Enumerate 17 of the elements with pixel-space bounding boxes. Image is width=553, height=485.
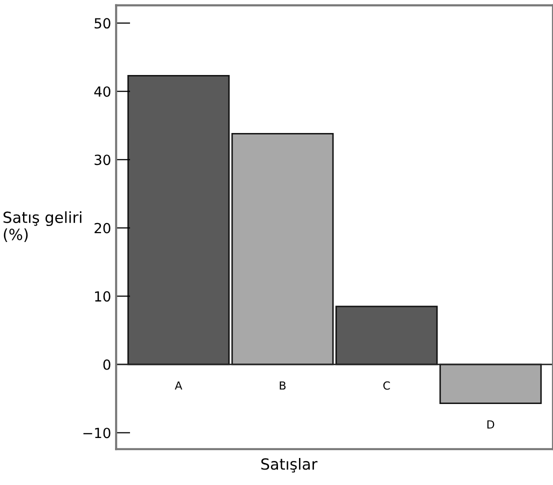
y-tick-label: 50 [94, 18, 110, 29]
x-tick-label: A [174, 381, 182, 390]
bar [231, 132, 334, 366]
x-axis-title: Satışlar [261, 458, 318, 473]
y-axis-title: Satış geliri (%) [4, 211, 82, 242]
y-tick-label: 0 [103, 359, 110, 370]
x-tick-label: D [487, 420, 494, 428]
y-tick-label: 20 [94, 222, 110, 234]
bar [127, 74, 230, 366]
bar [335, 306, 438, 366]
bar [439, 364, 542, 404]
y-tick-label: 40 [94, 86, 110, 97]
x-tick-label: B [280, 381, 286, 390]
y-tick-label: 10 [95, 291, 110, 302]
y-tick-label: 30 [94, 154, 110, 166]
x-tick-label: C [383, 381, 390, 390]
y-tick-label: −10 [83, 428, 110, 438]
